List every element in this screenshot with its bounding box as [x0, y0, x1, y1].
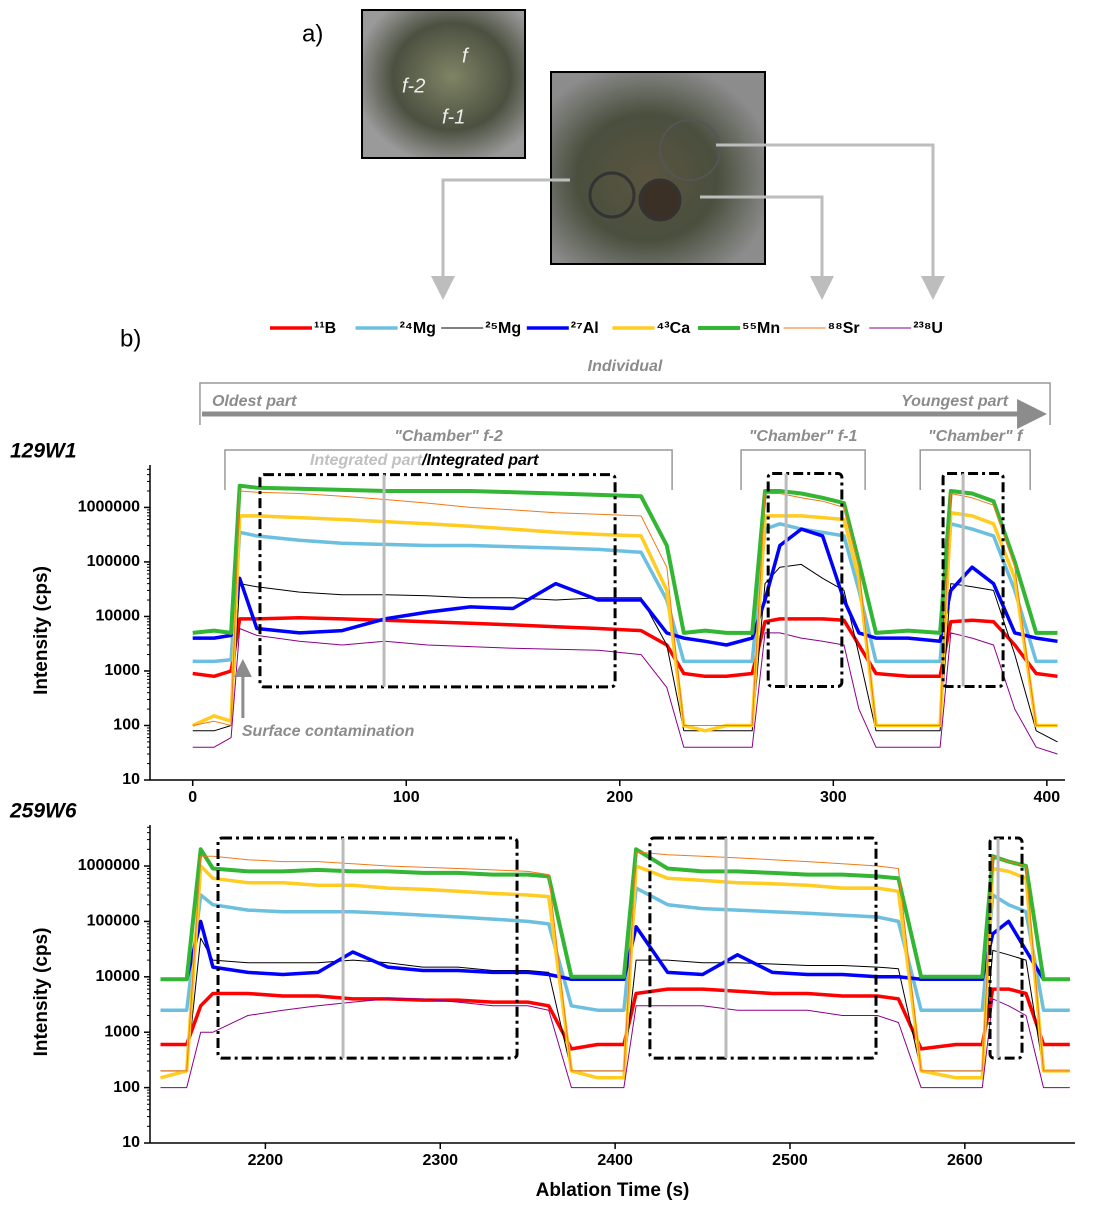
connector: [431, 178, 570, 300]
integration-window: [766, 471, 844, 688]
legend-label: ⁸⁸Sr: [828, 320, 860, 337]
panel-label: b): [120, 325, 141, 352]
panel-label: a): [302, 20, 323, 47]
series-line: [192, 490, 1058, 726]
series-line: [192, 628, 1058, 755]
series-line: [160, 987, 1070, 1051]
series-line: [160, 998, 1070, 1089]
region-bracket: [919, 449, 1031, 490]
photo-label: f: [462, 45, 470, 67]
region-label: "Chamber" f-2: [394, 428, 503, 445]
x-axis-label: Ablation Time (s): [536, 1180, 690, 1201]
x-tick-label: 2600: [947, 1152, 983, 1169]
y-tick-label: 1000000: [78, 857, 140, 874]
y-tick-label: 10: [122, 771, 140, 788]
span-bracket: [199, 382, 1051, 425]
span-end: Youngest part: [901, 393, 1009, 410]
legend: ¹¹B ²⁴Mg ²⁵Mg ²⁷Al ⁴³Ca ⁵⁵Mn ⁸⁸Sr ²³⁸U: [270, 320, 943, 337]
sample-label: 259W6: [9, 800, 77, 823]
integrated-label-black: /Integrated part: [421, 452, 539, 469]
connector: [716, 143, 945, 300]
legend-label: ²⁷Al: [571, 320, 599, 337]
y-tick-label: 100000: [87, 553, 140, 570]
integrated-label: Integrated part/Integrated part: [310, 452, 539, 469]
y-tick-label: 100: [113, 1079, 140, 1096]
photo-label: f-2: [402, 75, 425, 97]
integrated-label-gray: Integrated part: [310, 452, 423, 469]
series-line: [160, 919, 1070, 982]
series-line: [160, 851, 1070, 1072]
region-bracket: [224, 449, 673, 490]
span-label: Individual: [588, 358, 663, 375]
x-tick-label: 300: [820, 789, 847, 806]
x-tick-label: 2200: [248, 1152, 284, 1169]
callout-label: Surface contamination: [242, 723, 415, 740]
x-tick-label: 2500: [772, 1152, 808, 1169]
legend-label: ⁴³Ca: [656, 320, 690, 337]
legend-label: ²⁵Mg: [485, 320, 521, 337]
series-line: [160, 864, 1070, 1080]
integration-window: [941, 471, 1005, 688]
photo-detail: [638, 178, 682, 222]
span-start: Oldest part: [212, 393, 297, 410]
series-line: [192, 563, 1058, 743]
photo-detail: [588, 171, 636, 219]
integration-window: [216, 836, 519, 1060]
x-tick-label: 0: [188, 789, 197, 806]
legend-label: ⁵⁵Mn: [742, 320, 780, 337]
y-tick-label: 10: [122, 1134, 140, 1151]
region-label: "Chamber" f: [928, 428, 1024, 445]
y-tick-label: 1000: [104, 662, 140, 679]
x-tick-label: 200: [606, 789, 633, 806]
y-tick-label: 10000: [96, 968, 141, 985]
legend-label: ²⁴Mg: [400, 320, 436, 337]
y-tick-label: 1000: [104, 1023, 140, 1040]
series-line: [160, 886, 1070, 1012]
integration-window: [648, 836, 878, 1060]
legend-label: ²³⁸U: [913, 320, 943, 337]
photo-label: f-1: [442, 106, 465, 128]
legend-label: ¹¹B: [314, 320, 336, 337]
connector: [700, 195, 834, 300]
sample-label: 129W1: [10, 440, 77, 463]
x-tick-label: 2400: [597, 1152, 633, 1169]
series-line: [191, 510, 1058, 733]
photo: [550, 71, 766, 265]
y-tick-label: 100000: [87, 913, 140, 930]
photo-detail: [659, 119, 721, 181]
integration-window: [258, 473, 617, 689]
y-axis-label: Intensity (cps): [31, 566, 52, 695]
region-label: "Chamber" f-1: [749, 428, 858, 445]
y-tick-label: 10000: [96, 608, 141, 625]
region-bracket: [740, 449, 866, 490]
integration-window: [988, 836, 1024, 1060]
y-tick-label: 1000000: [78, 499, 140, 516]
y-axis-label: Intensity (cps): [31, 928, 52, 1057]
x-tick-label: 100: [393, 789, 420, 806]
y-tick-label: 100: [113, 717, 140, 734]
x-tick-label: 400: [1033, 789, 1060, 806]
photo: [361, 9, 526, 159]
series-line: [192, 483, 1058, 635]
x-tick-label: 2300: [422, 1152, 458, 1169]
series-line: [160, 847, 1070, 982]
series-line: [192, 615, 1058, 679]
series-line: [160, 937, 1070, 1072]
series-line: [192, 527, 1058, 647]
